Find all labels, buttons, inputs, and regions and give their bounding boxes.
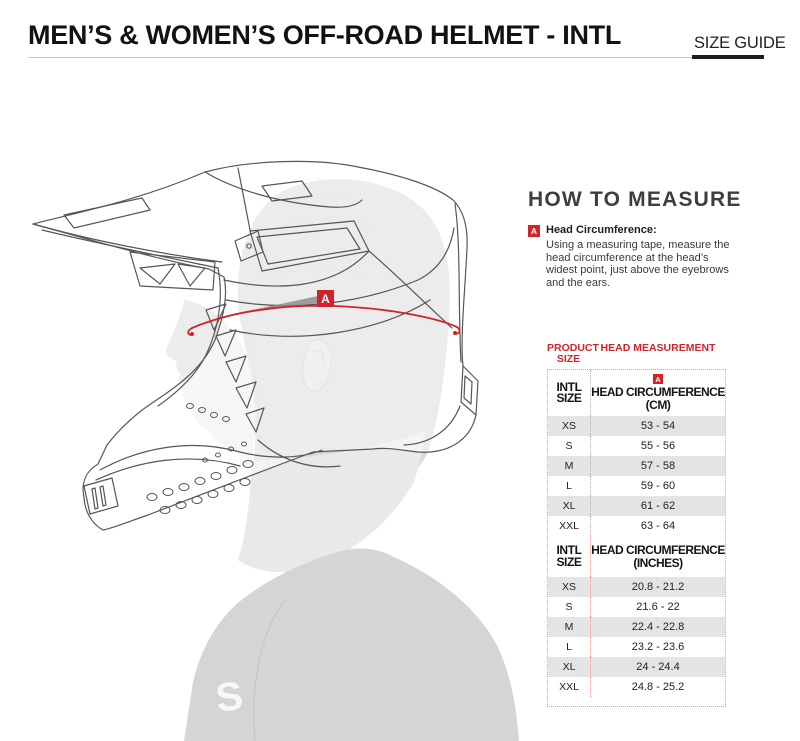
range-cell: 20.8 - 21.2 xyxy=(631,581,685,593)
table-row: L 59 - 60 xyxy=(548,476,725,496)
size-table: PRODUCT SIZE HEAD MEASUREMENT INTL SIZE … xyxy=(547,343,726,707)
marker-a-badge: A xyxy=(317,290,334,307)
measure-item-title: Head Circumference: xyxy=(546,224,657,236)
jaw-perforations xyxy=(146,403,254,514)
size-cell: XS xyxy=(548,416,591,436)
section-size-label: INTL SIZE xyxy=(548,370,591,416)
table-section-header-inches: INTL SIZE HEAD CIRCUMFERENCE (INCHES) xyxy=(548,536,725,577)
size-cell: M xyxy=(548,456,591,476)
size-cell: XS xyxy=(548,577,591,597)
header-divider xyxy=(28,57,692,58)
table-body: INTL SIZE A HEAD CIRCUMFERENCE (CM) XS 5… xyxy=(547,369,726,707)
measure-item-body: Using a measuring tape, measure the head… xyxy=(546,239,730,289)
measure-arc xyxy=(187,304,461,336)
range-cell: 23.2 - 23.6 xyxy=(631,641,685,653)
column-header-product-size: PRODUCT SIZE xyxy=(547,342,599,365)
size-cell: M xyxy=(548,617,591,637)
how-to-measure-section: HOW TO MEASURE A Head Circumference: Usi… xyxy=(528,188,760,289)
helmet-illustration: S xyxy=(32,160,519,741)
marker-a-label: A xyxy=(321,292,330,306)
how-to-measure-heading: HOW TO MEASURE xyxy=(528,188,742,211)
marker-a-icon: A xyxy=(528,225,540,237)
size-cell: L xyxy=(548,476,591,496)
table-row: XL 24 - 24.4 xyxy=(548,657,725,677)
range-cell: 24.8 - 25.2 xyxy=(631,681,685,693)
rear-vent xyxy=(460,365,477,416)
section-size-label: INTL SIZE xyxy=(548,536,591,577)
table-row: XS 53 - 54 xyxy=(548,416,725,436)
section-measure-label: HEAD CIRCUMFERENCE xyxy=(591,385,725,399)
mouth-vent xyxy=(83,477,119,515)
section-measure-label: HEAD CIRCUMFERENCE xyxy=(591,542,725,557)
size-cell: XXL xyxy=(548,677,591,697)
range-cell: 57 - 58 xyxy=(640,460,676,472)
size-guide-underline xyxy=(692,55,764,59)
size-cell: XL xyxy=(548,657,591,677)
table-row: S 55 - 56 xyxy=(548,436,725,456)
range-cell: 24 - 24.4 xyxy=(636,661,680,673)
size-guide-label: SIZE GUIDE xyxy=(694,34,786,52)
range-cell: 55 - 56 xyxy=(640,440,676,452)
table-column-headers: PRODUCT SIZE HEAD MEASUREMENT xyxy=(547,343,726,365)
size-cell: XXL xyxy=(548,516,591,536)
table-row: M 57 - 58 xyxy=(548,456,725,476)
shirt-letter: S xyxy=(213,674,246,721)
table-row: XXL 63 - 64 xyxy=(548,516,725,536)
size-cell: S xyxy=(548,597,591,617)
page-title: MEN’S & WOMEN’S OFF-ROAD HELMET - INTL xyxy=(28,20,622,50)
range-cell: 21.6 - 22 xyxy=(636,601,680,613)
table-section-header-cm: INTL SIZE A HEAD CIRCUMFERENCE (CM) xyxy=(548,370,725,416)
table-row: L 23.2 - 23.6 xyxy=(548,637,725,657)
table-row: XXL 24.8 - 25.2 xyxy=(548,677,725,697)
helmet-outline xyxy=(32,160,479,531)
shirt-seam xyxy=(253,599,286,741)
column-header-head-measurement: HEAD MEASUREMENT xyxy=(600,342,716,354)
marker-a-icon: A xyxy=(653,374,663,384)
table-bottom-padding xyxy=(548,697,725,706)
range-cell: 63 - 64 xyxy=(640,520,676,532)
section-measure-unit: (INCHES) xyxy=(633,555,683,570)
table-row: M 22.4 - 22.8 xyxy=(548,617,725,637)
section-measure-unit: (CM) xyxy=(645,398,671,412)
range-cell: 59 - 60 xyxy=(640,480,676,492)
table-row: XS 20.8 - 21.2 xyxy=(548,577,725,597)
table-row: XL 61 - 62 xyxy=(548,496,725,516)
size-cell: S xyxy=(548,436,591,456)
neck xyxy=(238,430,426,573)
size-cell: XL xyxy=(548,496,591,516)
range-cell: 61 - 62 xyxy=(640,500,676,512)
range-cell: 53 - 54 xyxy=(640,420,676,432)
size-cell: L xyxy=(548,637,591,657)
measure-item: A Head Circumference: Using a measuring … xyxy=(528,224,760,289)
range-cell: 22.4 - 22.8 xyxy=(631,621,685,633)
table-row: S 21.6 - 22 xyxy=(548,597,725,617)
shoulder-torso xyxy=(184,548,519,741)
